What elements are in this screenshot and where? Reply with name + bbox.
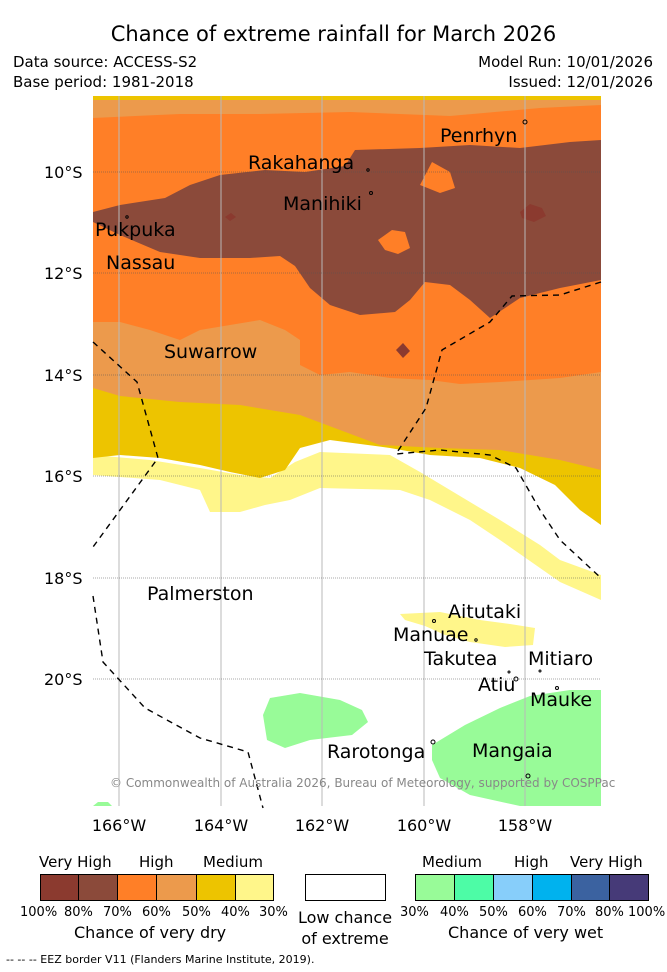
island-markers (125, 119, 559, 779)
island-label-pukpuka: Pukpuka (95, 219, 176, 241)
eez-border (92, 281, 602, 809)
wet-pct-30: 30% (400, 905, 429, 920)
medium-dry-fringe (93, 452, 601, 600)
low-chance-swatch (305, 874, 386, 901)
lat-label-12s: 12°S (44, 264, 83, 283)
lon-label-166w: 166°W (91, 816, 147, 835)
meridians (118, 96, 526, 806)
wet-swatch-60-70 (532, 874, 572, 901)
island-label-manuae: Manuae (393, 624, 469, 646)
island-label-mangaia: Mangaia (472, 740, 553, 762)
low-chance-caption-2: of extreme (301, 929, 389, 948)
wet-swatch-80-100 (609, 874, 649, 901)
wet-pct-50: 50% (479, 905, 508, 920)
dry-swatch-50-40 (196, 874, 236, 901)
dry-pct-40: 40% (221, 905, 250, 920)
dry-legend-medium: Medium (203, 853, 263, 871)
orange-patch-1 (420, 162, 455, 193)
island-label-nassau: Nassau (106, 252, 176, 274)
copyright-notice: © Commonwealth of Australia 2026, Bureau… (110, 776, 616, 790)
lat-label-20s: 20°S (44, 670, 83, 689)
dry-legend-high: High (139, 853, 174, 871)
dry-pct-50: 50% (182, 905, 211, 920)
probability-fields (93, 96, 601, 806)
wet-legend-medium: Medium (422, 853, 482, 871)
data-source-label: Data source: ACCESS-S2 (13, 53, 198, 71)
dry-swatch-100-80 (40, 874, 79, 901)
dry-pct-30: 30% (259, 905, 288, 920)
lat-label-18s: 18°S (44, 569, 83, 588)
dry-legend-caption: Chance of very dry (74, 923, 227, 942)
dry-swatch-70-60 (117, 874, 157, 901)
island-label-suwarrow: Suwarrow (164, 341, 258, 363)
wet-swatch-40-50 (454, 874, 494, 901)
medium-dry-aitutaki (400, 612, 535, 647)
darkest-spot-1 (520, 204, 546, 222)
wet-swatch-50-60 (493, 874, 533, 901)
low-chance-caption-1: Low chance (297, 908, 393, 927)
wet-swatch-70-80 (571, 874, 610, 901)
eez-footnote: -- -- -- EEZ border V11 (Flanders Marine… (6, 953, 315, 966)
medium-wet-mangaia (432, 690, 601, 806)
island-label-mitiaro: Mitiaro (528, 648, 594, 670)
issued-label: Issued: 12/01/2026 (508, 73, 653, 91)
island-label-manihiki: Manihiki (283, 193, 362, 215)
wet-legend-caption: Chance of very wet (448, 923, 604, 942)
island-label-takutea: Takutea (424, 648, 498, 670)
island-label-rarotonga: Rarotonga (327, 741, 426, 763)
wet-legend-high: High (514, 853, 549, 871)
lat-label-16s: 16°S (44, 467, 83, 486)
island-label-penrhyn: Penrhyn (440, 125, 518, 147)
dry-swatch-80-70 (78, 874, 118, 901)
lon-label-158w: 158°W (497, 816, 553, 835)
dry-pct-100: 100% (20, 905, 58, 920)
dry-legend-very-high: Very High (39, 853, 112, 871)
chart-title: Chance of extreme rainfall for March 202… (110, 22, 557, 46)
lat-label-14s: 14°S (44, 366, 83, 385)
very-high-dry-region (93, 140, 601, 318)
lon-label-160w: 160°W (396, 816, 452, 835)
island-label-mauke: Mauke (530, 689, 593, 711)
wet-pct-60: 60% (518, 905, 547, 920)
lon-label-162w: 162°W (294, 816, 350, 835)
dry-pct-80: 80% (64, 905, 93, 920)
wet-swatch-30-40 (415, 874, 455, 901)
dry-pct-70: 70% (103, 905, 132, 920)
lon-label-164w: 164°W (193, 816, 249, 835)
wet-pct-40: 40% (440, 905, 469, 920)
wet-pct-70: 70% (557, 905, 586, 920)
darkest-spot-2 (225, 213, 236, 221)
dry-swatch-40-30 (235, 874, 274, 901)
wet-pct-80: 80% (595, 905, 624, 920)
base-period-label: Base period: 1981-2018 (13, 73, 194, 91)
darkest-spot-3 (396, 343, 410, 358)
wet-legend-very-high: Very High (570, 853, 643, 871)
parallels (93, 171, 601, 680)
island-label-palmerston: Palmerston (147, 583, 254, 605)
island-label-rakahanga: Rakahanga (248, 152, 355, 174)
dry-pct-60: 60% (142, 905, 171, 920)
model-run-label: Model Run: 10/01/2026 (478, 53, 653, 71)
wet-pct-100: 100% (628, 905, 666, 920)
lat-label-10s: 10°S (44, 163, 83, 182)
orange-patch-2 (378, 230, 410, 254)
island-label-aitutaki: Aitutaki (448, 601, 522, 623)
medium-wet-corner (93, 802, 112, 806)
dry-swatch-60-50 (156, 874, 197, 901)
island-label-atiu: Atiu (478, 674, 516, 696)
medium-wet-rarotonga (263, 693, 368, 748)
